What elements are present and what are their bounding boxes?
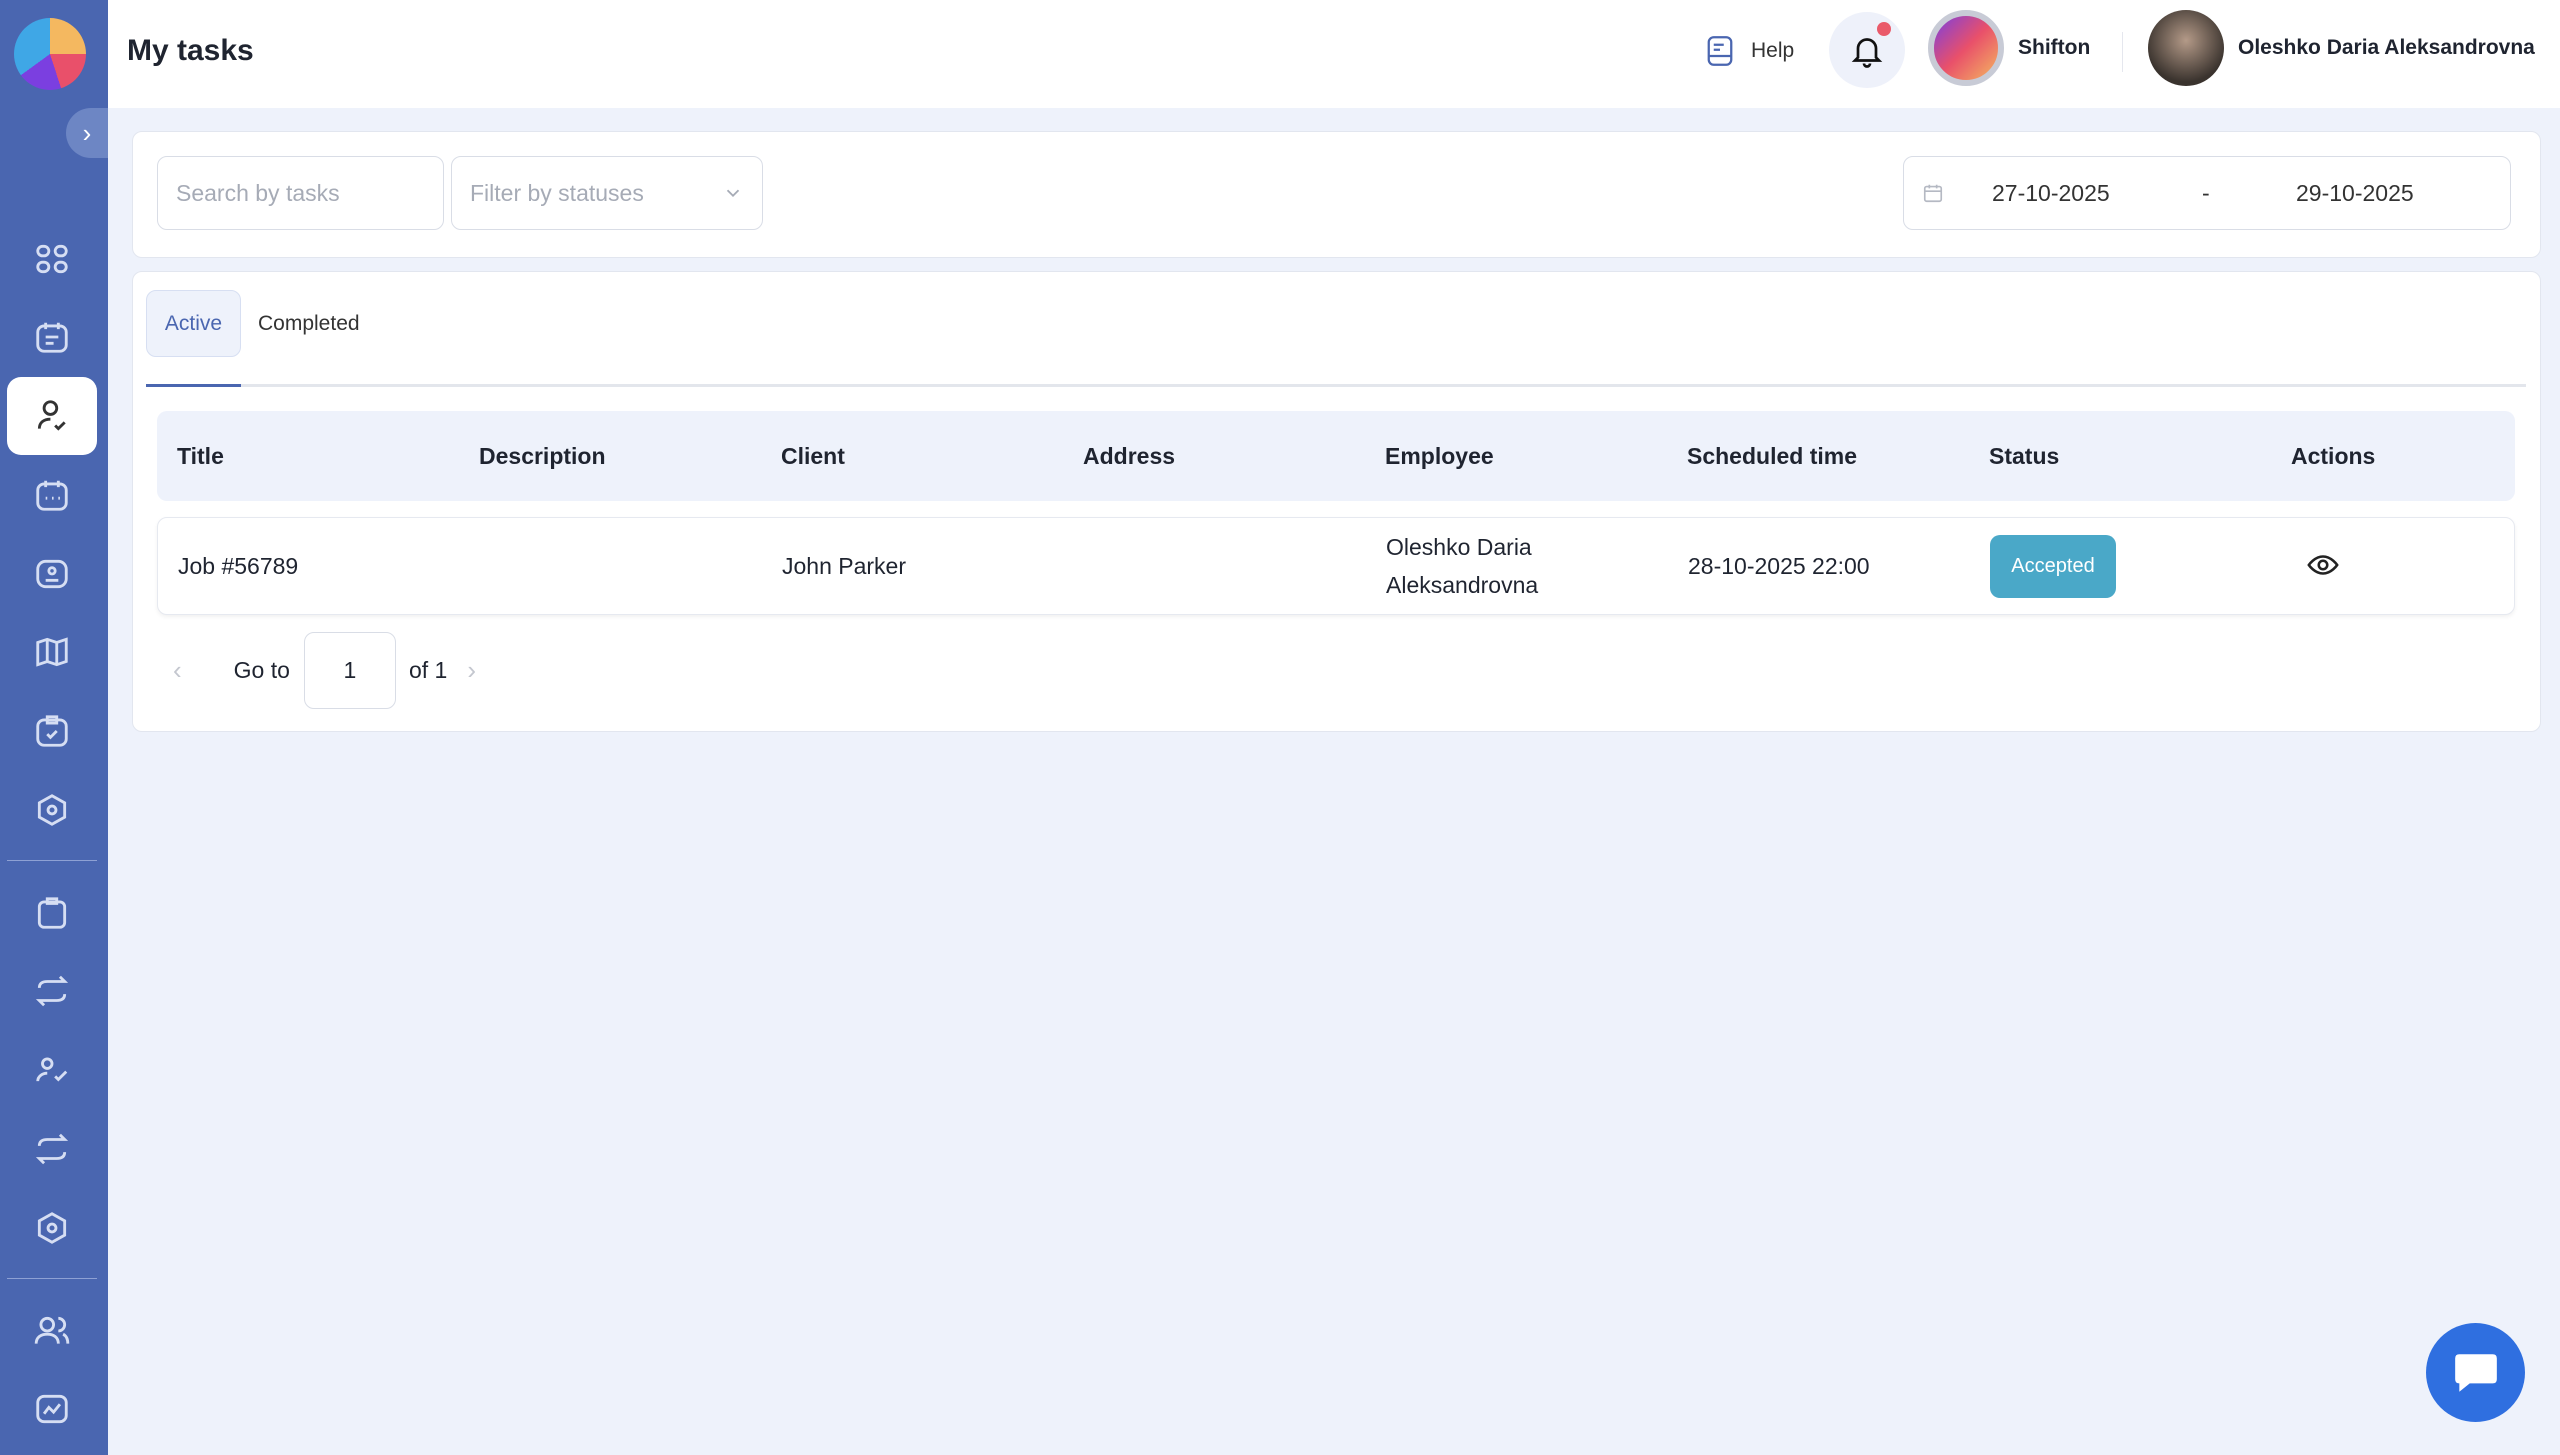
col-title: Title <box>177 443 224 469</box>
status-filter-placeholder: Filter by statuses <box>470 179 644 206</box>
chat-icon <box>2454 1353 2497 1392</box>
date-separator: - <box>2202 179 2210 206</box>
col-employee: Employee <box>1385 443 1494 469</box>
hexagon-icon <box>37 794 67 826</box>
chevron-down-icon <box>726 189 740 198</box>
page-count: of 1 <box>408 657 448 683</box>
date-range-picker[interactable]: 27-10-2025 - 29-10-2025 <box>1903 156 2511 230</box>
pagination: ‹ Go to 1 of 1 › <box>173 632 476 709</box>
company-avatar <box>1928 10 2004 86</box>
hexagon-icon <box>37 1212 67 1244</box>
help-button[interactable]: Help <box>1705 34 1794 68</box>
chart-icon <box>36 1394 68 1424</box>
chat-button[interactable] <box>2426 1323 2525 1422</box>
clipboard-check-icon <box>36 715 68 747</box>
map-icon <box>36 637 68 667</box>
page-input[interactable]: 1 <box>303 632 396 709</box>
col-actions: Actions <box>2291 443 2376 469</box>
book-icon <box>1707 36 1733 66</box>
shifton-logo[interactable] <box>14 18 86 90</box>
prev-page-button[interactable]: ‹ <box>173 655 182 685</box>
nav-schedule[interactable] <box>7 298 97 376</box>
repeat-icon <box>35 1133 69 1165</box>
sidebar-divider <box>7 860 97 861</box>
users-icon <box>34 1316 70 1344</box>
task-client: John Parker <box>782 553 907 579</box>
table-row[interactable]: Job #56789 John Parker Oleshko Daria Ale… <box>157 517 2515 615</box>
task-employee: Oleshko Daria Aleksandrovna <box>1386 534 1539 598</box>
tabs-underline <box>146 384 2526 387</box>
col-description: Description <box>479 443 606 469</box>
calendar-note-icon <box>36 322 68 353</box>
grid-icon <box>36 244 68 274</box>
sidebar: › <box>0 0 108 1455</box>
bell-icon <box>1851 38 1883 68</box>
tasks-card: Active Completed Title Description Clien… <box>132 271 2541 732</box>
nav-my-tasks[interactable] <box>7 377 97 455</box>
goto-label: Go to <box>233 657 290 683</box>
next-page-button[interactable]: › <box>467 655 476 685</box>
header-divider <box>2122 32 2123 72</box>
col-client: Client <box>781 443 845 469</box>
task-title: Job #56789 <box>178 553 299 579</box>
nav-badge[interactable] <box>7 535 97 613</box>
nav-swaps[interactable] <box>7 1110 97 1188</box>
col-scheduled-time: Scheduled time <box>1687 443 1857 469</box>
user-menu[interactable]: Oleshko Daria Aleksandrovna <box>2148 10 2535 86</box>
nav-tasks[interactable] <box>7 692 97 770</box>
active-tab-indicator <box>146 384 241 387</box>
search-input[interactable]: Search by tasks <box>157 156 444 230</box>
nav-settings[interactable] <box>7 771 97 849</box>
help-label: Help <box>1751 39 1795 62</box>
nav-employees[interactable] <box>7 1292 97 1370</box>
view-eye-icon[interactable] <box>2306 548 2340 582</box>
calendar-icon <box>1923 184 1943 203</box>
calendar-icon <box>36 480 68 511</box>
tab-completed[interactable]: Completed <box>258 311 360 335</box>
nav-config[interactable] <box>7 1189 97 1267</box>
nav-exchange[interactable] <box>7 952 97 1030</box>
clipboard-icon <box>37 897 67 929</box>
table-header: Title Description Client Address Employe… <box>157 411 2515 501</box>
nav-reports[interactable] <box>7 1370 97 1448</box>
sidebar-divider <box>7 1278 97 1279</box>
top-header: My tasks Help Shifton Oleshko Daria Alek… <box>108 0 2560 108</box>
col-status: Status <box>1989 443 2060 469</box>
user-name: Oleshko Daria Aleksandrovna <box>2238 36 2535 59</box>
user-avatar <box>2148 10 2224 86</box>
date-to[interactable]: 29-10-2025 <box>2296 179 2414 206</box>
user-check-icon <box>37 400 66 431</box>
notifications-button[interactable] <box>1829 12 1905 88</box>
nav-calendar[interactable] <box>7 456 97 534</box>
nav-clipboard[interactable] <box>7 874 97 952</box>
status-badge: Accepted <box>1990 535 2116 598</box>
col-address: Address <box>1083 443 1176 469</box>
page-title: My tasks <box>127 34 254 67</box>
notification-dot <box>1877 22 1891 36</box>
repeat-icon <box>35 975 69 1007</box>
tab-active[interactable]: Active <box>146 290 241 357</box>
nav-map[interactable] <box>7 613 97 691</box>
company-name: Shifton <box>2018 36 2091 59</box>
nav-approvals[interactable] <box>7 1031 97 1109</box>
status-filter-select[interactable]: Filter by statuses <box>451 156 763 230</box>
id-badge-icon <box>36 559 68 589</box>
company-switcher[interactable]: Shifton <box>1928 10 2090 86</box>
nav-dashboard[interactable] <box>7 220 97 298</box>
user-approve-icon <box>36 1057 68 1082</box>
date-from[interactable]: 27-10-2025 <box>1992 179 2110 206</box>
filters-card: Search by tasks Filter by statuses 27-10… <box>132 131 2541 258</box>
expand-sidebar-button[interactable]: › <box>66 108 108 158</box>
task-scheduled-time: 28-10-2025 22:00 <box>1688 553 1870 579</box>
